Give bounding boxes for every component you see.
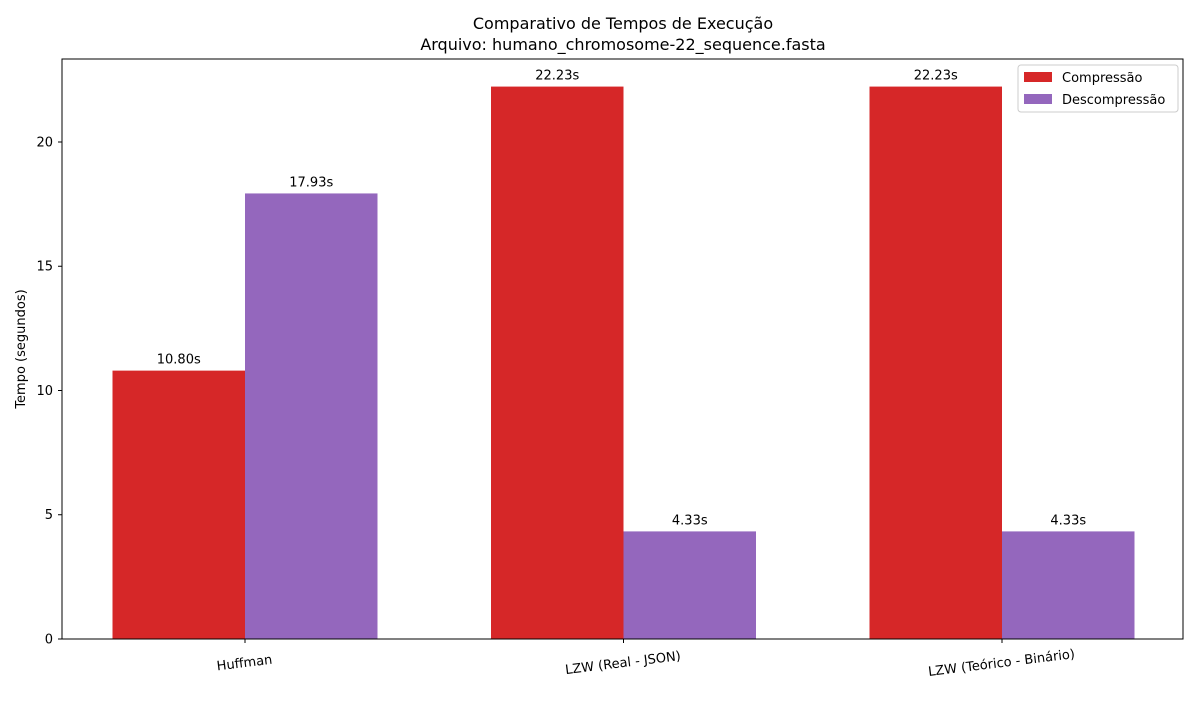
y-axis: 0 5 10 15 20 [36, 135, 62, 648]
bar-compressao-lzw-real-json [491, 86, 624, 639]
bar-descompressao-huffman [245, 193, 378, 640]
bar-compressao-huffman [112, 370, 245, 639]
x-tick-label-huffman: Huffman [216, 653, 273, 675]
legend-swatch-compressao [1024, 72, 1052, 82]
chart-subtitle: Arquivo: humano_chromosome-22_sequence.f… [420, 35, 825, 55]
bar-value-label-descompressao-huffman: 17.93s [289, 175, 333, 190]
bar-descompressao-lzw-real-json [623, 531, 756, 639]
y-tick-label: 15 [36, 260, 53, 275]
bar-descompressao-lzw-teorico-binario [1002, 531, 1135, 639]
y-tick-label: 10 [36, 384, 53, 399]
y-tick-label: 0 [45, 633, 53, 648]
bar-value-label-compressao-lzw-teorico-binario: 22.23s [914, 69, 958, 84]
plot-frame [61, 58, 1184, 640]
bar-value-label-compressao-huffman: 10.80s [157, 353, 201, 368]
bar-labels-layer: 10.80s 22.23s 22.23s 17.93s 4.33s 4.33s [157, 69, 1087, 529]
bars-layer [112, 86, 1135, 640]
bar-compressao-lzw-teorico-binario [869, 86, 1002, 639]
legend-label-descompressao: Descompressão [1062, 93, 1165, 108]
y-tick-label: 20 [36, 135, 53, 150]
y-tick-label: 5 [45, 508, 53, 523]
legend-swatch-descompressao [1024, 94, 1052, 104]
legend-box [1017, 64, 1179, 113]
legend-label-compressao: Compressão [1062, 71, 1143, 86]
bar-value-label-descompressao-lzw-real-json: 4.33s [672, 513, 708, 528]
chart-title: Comparativo de Tempos de Execução [473, 14, 773, 33]
legend[interactable]: Compressão Descompressão [1017, 64, 1179, 113]
bar-value-label-descompressao-lzw-teorico-binario: 4.33s [1050, 513, 1086, 528]
y-axis-label: Tempo (segundos) [14, 289, 29, 409]
bar-value-label-compressao-lzw-real-json: 22.23s [535, 69, 579, 84]
